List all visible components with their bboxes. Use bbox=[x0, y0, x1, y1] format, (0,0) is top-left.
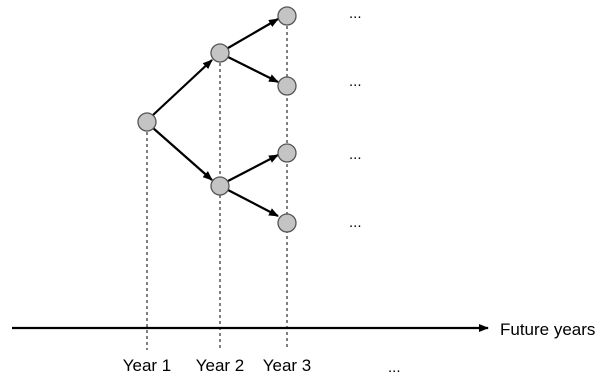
branch-continuation-1: ... bbox=[349, 5, 362, 22]
edge-year2-lower-to-year3-d bbox=[227, 189, 279, 217]
node-year3-a bbox=[277, 6, 297, 26]
node-year2-lower bbox=[210, 176, 230, 196]
node-year2-upper bbox=[210, 43, 230, 63]
year-label-3: Year 3 bbox=[263, 356, 312, 375]
branch-continuation-2: ... bbox=[349, 73, 362, 90]
node-year3-d bbox=[277, 213, 297, 233]
node-year1 bbox=[137, 112, 157, 132]
edge-year2-lower-to-year3-c bbox=[227, 154, 279, 182]
branch-continuation-3: ... bbox=[349, 146, 362, 163]
node-year3-b bbox=[277, 76, 297, 96]
branch-continuation-4: ... bbox=[349, 214, 362, 231]
edge-year2-upper-to-year3-a bbox=[227, 18, 279, 49]
axis-label: Future years bbox=[500, 320, 595, 339]
year-label-2: Year 2 bbox=[196, 356, 245, 375]
edge-year1-to-year2-lower bbox=[152, 127, 213, 181]
edge-year2-upper-to-year3-b bbox=[227, 56, 279, 83]
year-labels-continuation: ... bbox=[388, 359, 401, 376]
node-year3-c bbox=[277, 143, 297, 163]
edge-year1-to-year2-upper bbox=[152, 59, 213, 116]
year-label-1: Year 1 bbox=[123, 356, 172, 375]
